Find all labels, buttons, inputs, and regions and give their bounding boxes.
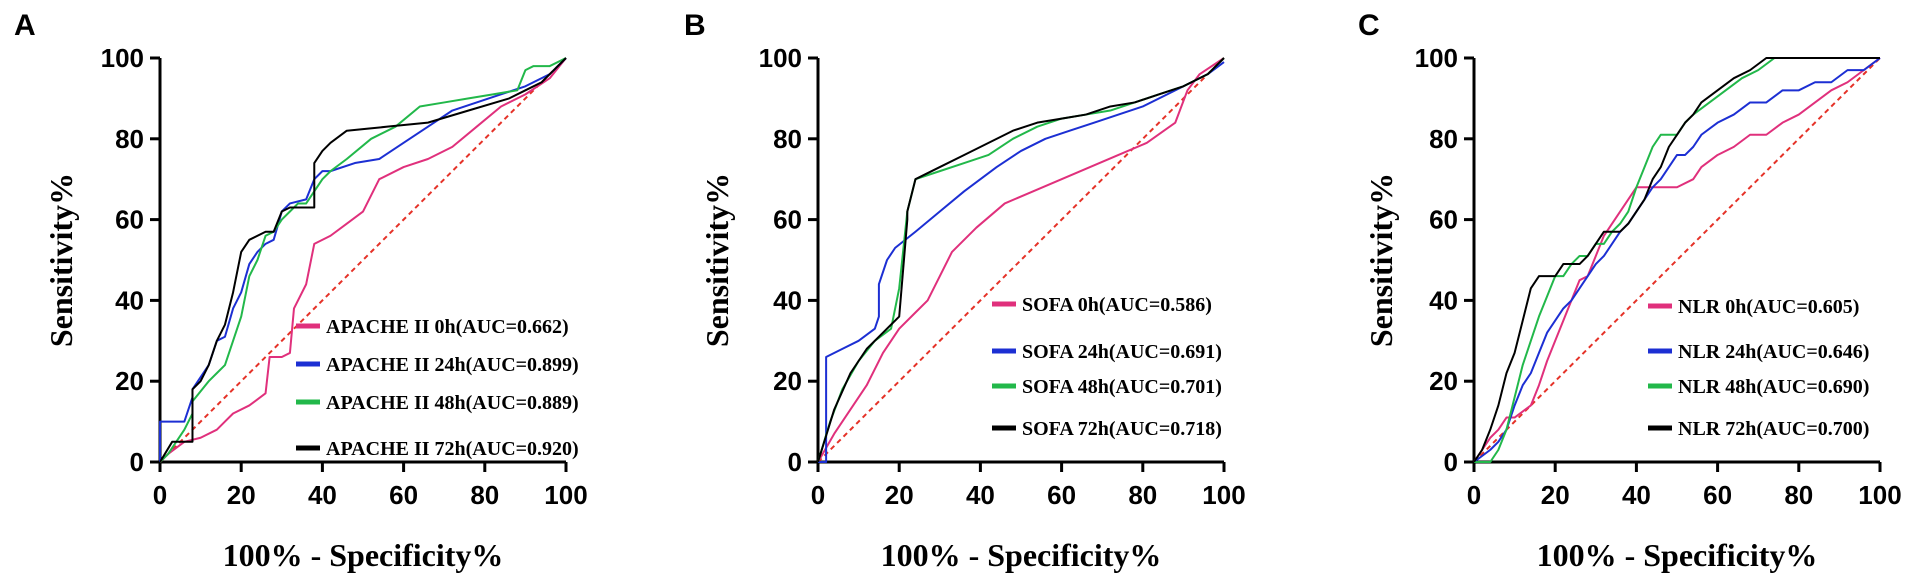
y-tick-label: 40: [115, 285, 144, 315]
roc-panel-a: A 0 20 40 60 80 100 0 20 40 60 80 100 100% - Specific…: [14, 9, 588, 573]
y-tick-label: 80: [1429, 124, 1458, 154]
x-tick-label: 20: [885, 480, 914, 510]
x-tick-label: 60: [389, 480, 418, 510]
legend-label: SOFA 0h(AUC=0.586): [1022, 294, 1212, 316]
x-tick-label: 0: [811, 480, 825, 510]
series-line-1: [818, 61, 1225, 463]
y-tick-label: 60: [115, 205, 144, 235]
y-tick-label: 40: [773, 285, 802, 315]
series-line-3: [159, 57, 567, 463]
x-tick-label: 100: [1858, 480, 1901, 510]
legend-label: NLR 72h(AUC=0.700): [1678, 418, 1869, 440]
y-tick-label: 100: [1415, 43, 1458, 73]
panel-label: B: [684, 9, 706, 42]
x-tick-label: 0: [153, 480, 167, 510]
series-line-0: [159, 57, 567, 463]
reference-diagonal: [159, 57, 567, 463]
y-tick-label: 0: [788, 447, 802, 477]
x-tick-label: 20: [1541, 480, 1570, 510]
y-axis-title: Sensitivity%: [43, 173, 79, 347]
panel-label: C: [1358, 9, 1380, 42]
y-tick-label: 100: [759, 43, 802, 73]
legend-label: SOFA 72h(AUC=0.718): [1022, 418, 1222, 440]
x-tick-label: 100: [1202, 480, 1245, 510]
legend-label: APACHE II 0h(AUC=0.662): [326, 316, 569, 338]
x-axis-title: 100% - Specificity%: [1537, 537, 1818, 573]
x-tick-label: 40: [1622, 480, 1651, 510]
y-tick-label: 60: [1429, 205, 1458, 235]
legend-label: APACHE II 72h(AUC=0.920): [326, 438, 579, 460]
x-axis-title: 100% - Specificity%: [881, 537, 1162, 573]
x-tick-label: 60: [1703, 480, 1732, 510]
series-line-0: [1473, 57, 1881, 463]
legend-label: NLR 48h(AUC=0.690): [1678, 376, 1869, 398]
x-tick-label: 80: [470, 480, 499, 510]
legend-label: SOFA 24h(AUC=0.691): [1022, 341, 1222, 363]
y-tick-label: 20: [1429, 366, 1458, 396]
y-tick-label: 0: [1444, 447, 1458, 477]
y-tick-label: 0: [130, 447, 144, 477]
legend-label: SOFA 48h(AUC=0.701): [1022, 376, 1222, 398]
x-axis-title: 100% - Specificity%: [223, 537, 504, 573]
legend-label: APACHE II 48h(AUC=0.889): [326, 392, 579, 414]
x-tick-label: 20: [227, 480, 256, 510]
y-tick-label: 80: [773, 124, 802, 154]
roc-panel-c: C 0 20 40 60 80 100 0 20 40 60 80 100 100% - Specific…: [1358, 9, 1902, 573]
x-tick-label: 40: [308, 480, 337, 510]
x-tick-label: 60: [1047, 480, 1076, 510]
x-tick-label: 80: [1128, 480, 1157, 510]
panel-label: A: [14, 9, 36, 42]
y-tick-label: 100: [101, 43, 144, 73]
y-tick-label: 80: [115, 124, 144, 154]
x-tick-label: 0: [1467, 480, 1481, 510]
y-tick-label: 60: [773, 205, 802, 235]
series-line-3: [1473, 57, 1880, 463]
series-line-3: [817, 57, 1225, 463]
x-tick-label: 100: [544, 480, 587, 510]
y-tick-label: 20: [773, 366, 802, 396]
legend-label: NLR 24h(AUC=0.646): [1678, 341, 1869, 363]
reference-diagonal: [817, 57, 1225, 463]
x-tick-label: 40: [966, 480, 995, 510]
y-axis-title: Sensitivity%: [1363, 173, 1399, 347]
legend-label: APACHE II 24h(AUC=0.899): [326, 354, 579, 376]
roc-panel-b: B 0 20 40 60 80 100 0 20 40 60 80 100 100% - Specific…: [684, 9, 1246, 573]
x-tick-label: 80: [1784, 480, 1813, 510]
legend-label: NLR 0h(AUC=0.605): [1678, 296, 1859, 318]
y-tick-label: 20: [115, 366, 144, 396]
reference-diagonal: [1473, 57, 1881, 463]
y-tick-label: 40: [1429, 285, 1458, 315]
y-axis-title: Sensitivity%: [699, 173, 735, 347]
series-line-0: [817, 57, 1225, 463]
